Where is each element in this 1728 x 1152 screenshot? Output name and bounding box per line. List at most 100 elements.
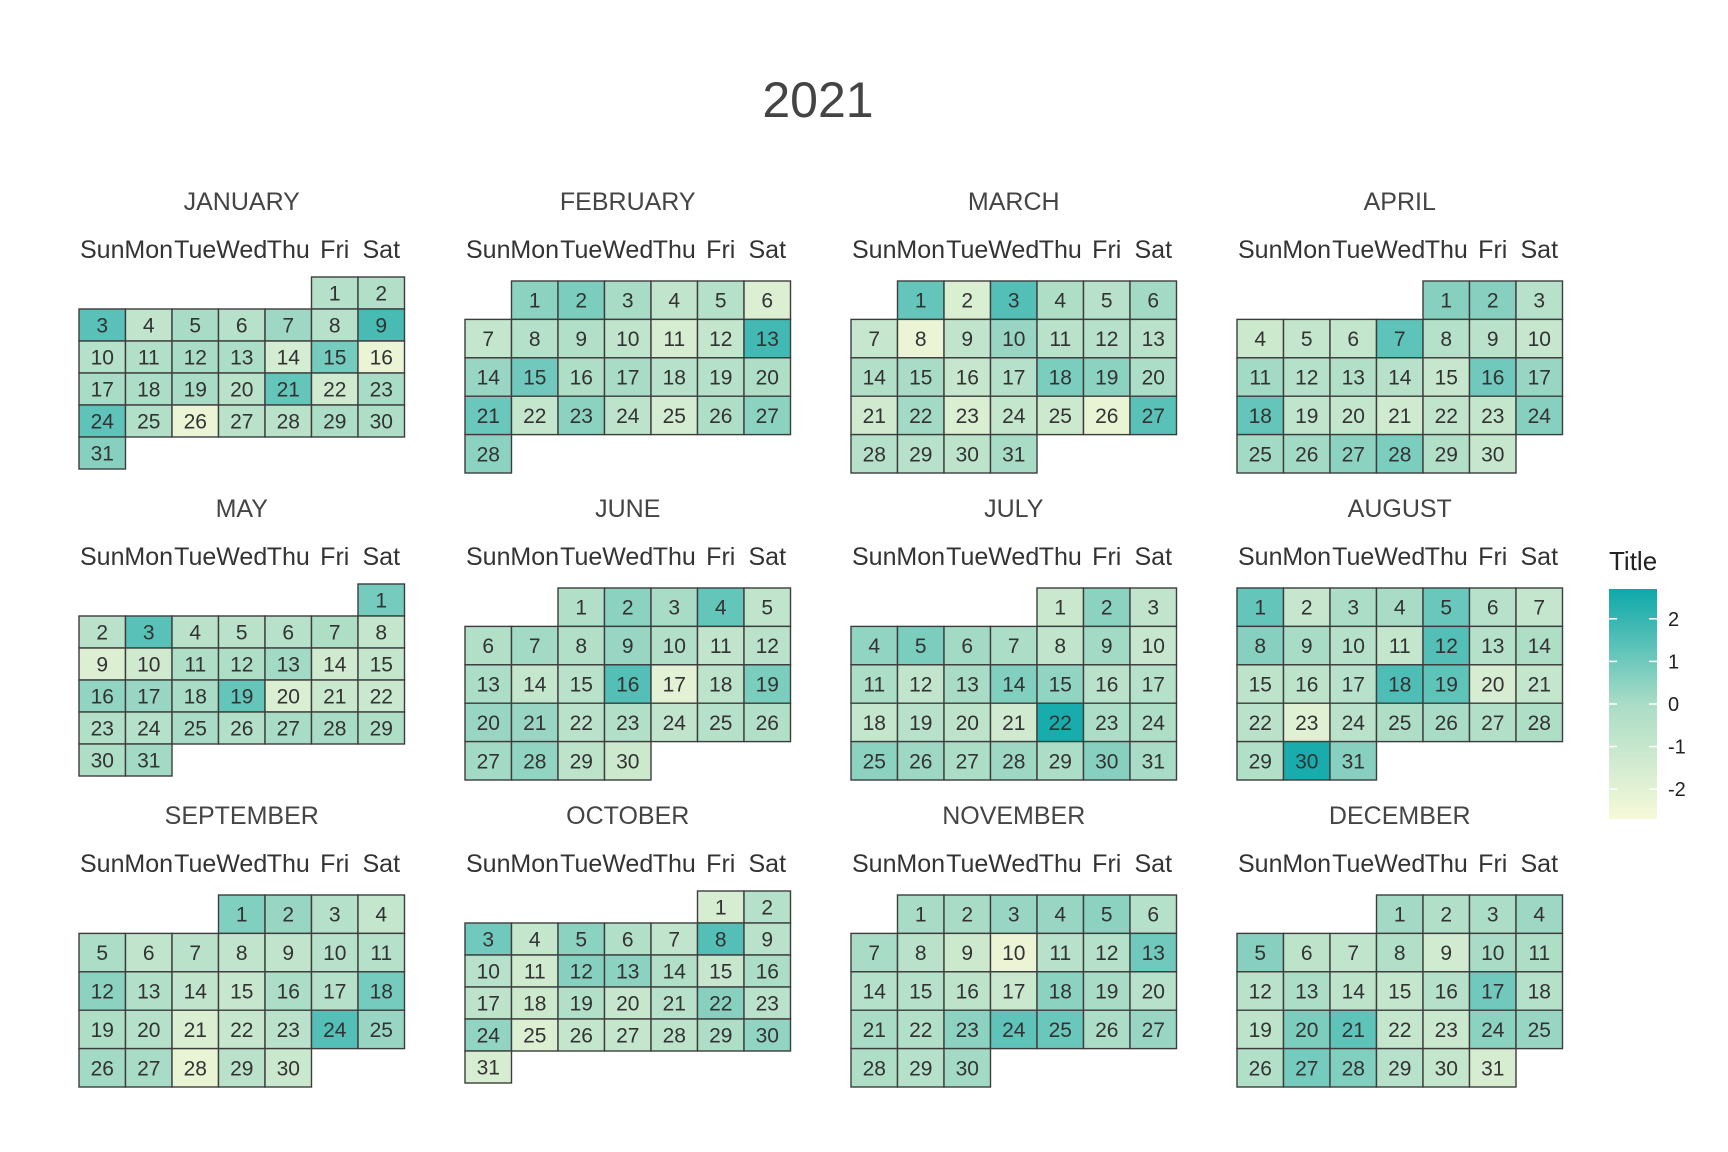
day-label: 20 xyxy=(956,712,979,735)
day-cell xyxy=(850,318,899,359)
day-label: 12 xyxy=(184,347,207,370)
day-label: 16 xyxy=(1095,674,1118,697)
day-cell xyxy=(1129,395,1178,436)
day-cell xyxy=(896,740,945,781)
day-cell xyxy=(464,1050,513,1084)
weekday-label: Fri xyxy=(320,236,349,264)
day-cell xyxy=(696,587,745,628)
day-cell xyxy=(264,372,313,406)
day-label: 7 xyxy=(868,942,880,965)
day-cell xyxy=(1236,702,1285,743)
day-cell xyxy=(1282,1009,1331,1050)
day-label: 13 xyxy=(230,347,253,370)
day-label: 18 xyxy=(663,367,686,390)
day-label: 24 xyxy=(91,411,115,434)
day-cell xyxy=(217,308,266,342)
day-label: 27 xyxy=(477,750,500,773)
weekday-label: Tue xyxy=(946,850,988,878)
day-label: 19 xyxy=(230,686,253,709)
day-label: 9 xyxy=(575,328,587,351)
day-label: 2 xyxy=(1440,904,1452,927)
month-label: NOVEMBER xyxy=(942,802,1085,830)
day-label: 7 xyxy=(482,328,494,351)
day-label: 15 xyxy=(909,367,932,390)
weekday-label: Sat xyxy=(1520,543,1558,571)
day-label: 27 xyxy=(756,405,779,428)
day-label: 27 xyxy=(1142,405,1165,428)
day-label: 13 xyxy=(616,961,639,984)
day-label: 25 xyxy=(137,411,160,434)
day-label: 18 xyxy=(709,674,732,697)
day-cell xyxy=(1082,664,1131,704)
day-label: 19 xyxy=(570,993,593,1016)
day-cell xyxy=(124,1009,173,1050)
day-cell xyxy=(264,711,313,745)
day-label: 30 xyxy=(1481,443,1504,466)
day-label: 28 xyxy=(1342,1057,1365,1080)
day-label: 3 xyxy=(1347,597,1359,620)
day-label: 28 xyxy=(1002,750,1025,773)
day-cell xyxy=(510,357,559,397)
day-label: 6 xyxy=(961,635,973,658)
day-label: 15 xyxy=(570,674,593,697)
day-label: 1 xyxy=(375,590,387,613)
day-cell xyxy=(1468,433,1517,474)
weekday-label: Mon xyxy=(896,236,945,264)
day-cell xyxy=(1515,395,1564,436)
day-cell xyxy=(557,395,606,436)
day-cell xyxy=(357,679,406,713)
day-label: 24 xyxy=(1481,1019,1505,1042)
day-label: 6 xyxy=(1147,904,1159,927)
day-label: 5 xyxy=(1101,290,1113,313)
day-label: 9 xyxy=(1301,635,1313,658)
day-cell xyxy=(217,1009,266,1050)
day-label: 14 xyxy=(277,347,301,370)
day-cell xyxy=(357,583,406,617)
day-label: 22 xyxy=(909,405,932,428)
weekday-label: Fri xyxy=(1478,850,1507,878)
day-cell xyxy=(650,625,699,666)
day-cell xyxy=(78,436,127,470)
day-label: 22 xyxy=(1049,712,1072,735)
day-label: 2 xyxy=(1301,597,1313,620)
day-cell xyxy=(1282,932,1331,973)
day-label: 29 xyxy=(570,750,593,773)
weekday-label: Sat xyxy=(748,543,786,571)
day-cell xyxy=(557,702,606,743)
day-cell xyxy=(989,357,1038,397)
day-cell xyxy=(217,1047,266,1088)
day-label: 13 xyxy=(277,654,300,677)
day-cell xyxy=(1129,1009,1178,1050)
day-label: 13 xyxy=(956,674,979,697)
day-cell xyxy=(1236,395,1285,436)
day-cell xyxy=(1129,894,1178,935)
weekday-label: Fri xyxy=(1478,236,1507,264)
day-cell xyxy=(1082,357,1131,397)
day-label: 8 xyxy=(329,315,341,338)
day-label: 16 xyxy=(1435,981,1458,1004)
weekday-label: Wed xyxy=(216,236,267,264)
day-label: 5 xyxy=(236,622,248,645)
weekday-label: Fri xyxy=(320,850,349,878)
day-label: 13 xyxy=(1342,367,1365,390)
day-label: 22 xyxy=(1435,405,1458,428)
day-cell xyxy=(78,743,127,777)
legend-tick-label: -2 xyxy=(1668,779,1686,801)
day-label: 22 xyxy=(323,379,346,402)
day-label: 31 xyxy=(1481,1057,1504,1080)
day-label: 8 xyxy=(1054,635,1066,658)
day-label: 10 xyxy=(663,635,686,658)
day-label: 16 xyxy=(616,674,639,697)
day-label: 21 xyxy=(863,1019,886,1042)
day-cell xyxy=(1036,740,1085,781)
day-cell xyxy=(1468,702,1517,743)
weekday-label: Fri xyxy=(706,850,735,878)
day-label: 3 xyxy=(482,929,494,952)
day-label: 13 xyxy=(1481,635,1504,658)
day-cell xyxy=(943,664,992,704)
day-label: 22 xyxy=(523,405,546,428)
